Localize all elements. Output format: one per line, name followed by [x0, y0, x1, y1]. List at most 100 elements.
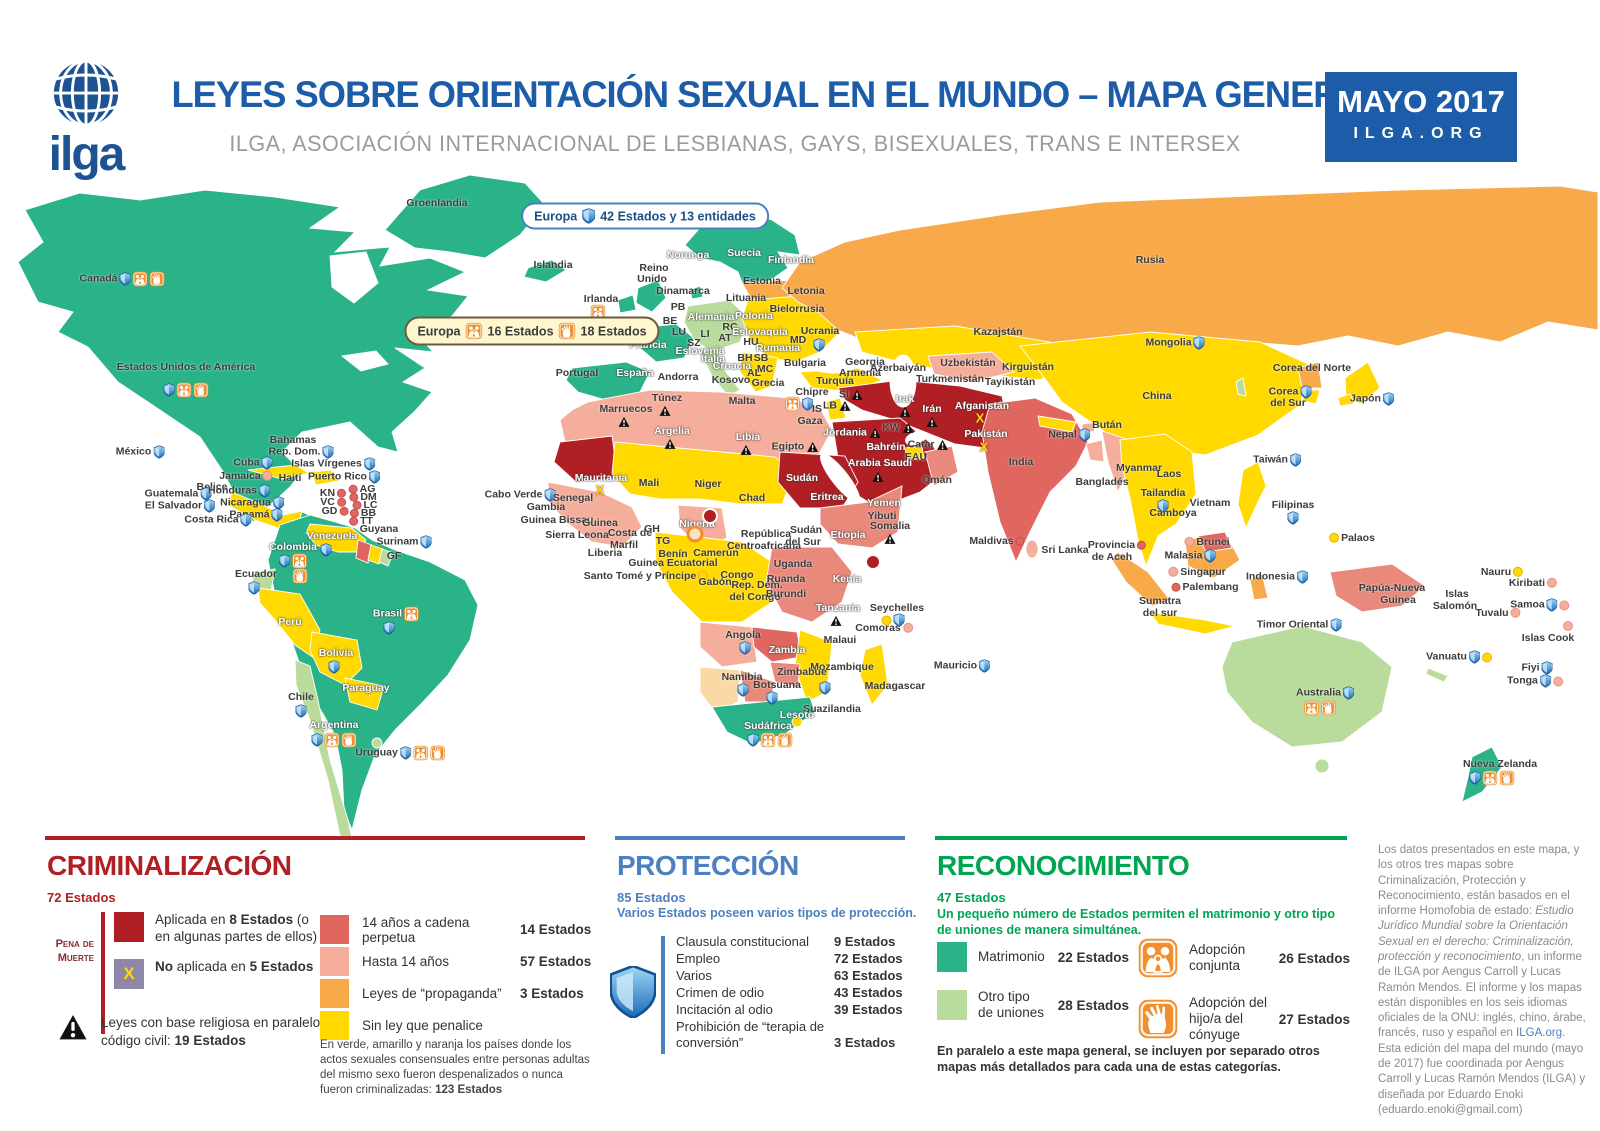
country-name: Chad — [738, 491, 766, 504]
country-name: Haití — [278, 471, 302, 484]
shield-icon — [979, 660, 990, 673]
map-label-ucrania: Ucrania — [801, 326, 840, 337]
family-icon — [761, 733, 776, 748]
region-central-asia — [854, 325, 1063, 381]
map-icon-group — [881, 614, 905, 627]
map-label-pakistán: Pakistán — [964, 429, 1007, 440]
map-label-rumania: Rumania — [756, 343, 800, 354]
country-name: Islas — [1445, 587, 1469, 600]
country-name: Túnez — [651, 391, 683, 404]
map-label-gd: GD — [322, 506, 349, 517]
legend-label: Aplicada en 8 Estados (o en algunas part… — [155, 912, 320, 946]
map-label-túnez: Túnez — [652, 393, 682, 404]
protection-label: Empleo — [676, 950, 721, 966]
text-segment: 8 Estados — [229, 912, 294, 927]
recognition-label: Otro tipo de uniones — [978, 989, 1045, 1021]
map-label-salomón: Salomón — [1433, 601, 1477, 612]
region-balkans-greece — [739, 351, 779, 393]
dy-dot-icon — [1329, 533, 1340, 543]
country-name: Japón — [1350, 392, 1381, 405]
map-label-camerún: Camerún — [693, 548, 739, 559]
region-uk — [635, 279, 667, 313]
country-name: Croacia — [712, 359, 752, 372]
map-label-jordania: Jordania — [823, 428, 881, 439]
country-name: Provincia — [1087, 538, 1136, 551]
protection-bar — [661, 936, 665, 1054]
shield-icon — [767, 692, 778, 705]
country-name: Uruguay — [355, 746, 398, 759]
dy-dot-icon — [881, 615, 892, 625]
map-label-colombia: Colombia — [269, 542, 317, 553]
map-icon-group — [664, 439, 676, 450]
country-name: Surinam — [376, 535, 419, 548]
country-name: Georgia — [845, 355, 885, 368]
region-mauritania — [553, 435, 619, 483]
map-icon-group — [748, 733, 793, 748]
shield-icon — [279, 555, 290, 568]
recognition-count: 22 Estados — [1057, 949, 1129, 965]
protection-label: Clausula constitucional — [676, 934, 809, 949]
shield-icon — [1288, 512, 1299, 525]
map-label-islas-vírgenes: Islas Vírgenes — [291, 458, 375, 471]
recognition-row: Matrimonio 22 Estados — [937, 942, 1129, 972]
country-name: Turkmenistán — [915, 372, 985, 385]
country-name: Belice — [196, 480, 228, 493]
shield-icon — [1343, 687, 1354, 700]
country-name: SB — [753, 351, 769, 364]
country-name: Lituania — [725, 291, 767, 304]
map-label-chipre: Chipre — [795, 387, 828, 398]
map-icon-group — [321, 544, 332, 557]
country-name: Sumatra — [1138, 594, 1182, 607]
protection-row: Empleo 72 Estados — [676, 951, 904, 967]
map-label-be: BE — [663, 316, 678, 327]
family-icon — [132, 272, 147, 287]
country-name: Guinea Ecuatorial — [628, 556, 718, 569]
country-name: Uzbekistán — [940, 356, 996, 369]
dr-dot-icon — [337, 488, 347, 498]
map-label-suecia: Suecia — [727, 248, 761, 259]
legend-row: Sin ley que penalice — [320, 1011, 592, 1040]
hand-icon — [293, 569, 308, 584]
country-name: Chipre — [795, 385, 829, 398]
shield-icon — [1470, 772, 1481, 785]
x-mark-icon: X — [979, 439, 989, 455]
map-label-yibuti: Yibuti — [868, 511, 897, 522]
map-label-tayikistán: Tayikistán — [985, 377, 1036, 388]
country-name: Centroafricana — [726, 539, 802, 552]
shield-icon — [1194, 337, 1205, 350]
country-name: India — [1008, 455, 1034, 468]
legend-swatch-orange — [320, 979, 349, 1008]
country-name: Polonia — [735, 309, 773, 322]
map-icon-group — [740, 642, 751, 655]
region-japan-south — [1337, 393, 1355, 407]
country-name: Seychelles — [869, 601, 925, 614]
map-label-croacia: Croacia — [713, 361, 752, 372]
hand-icon — [1500, 771, 1515, 786]
map-icon-group — [312, 733, 357, 748]
country-name: Senegal — [552, 491, 594, 504]
country-name: Palaos — [1341, 531, 1375, 544]
map-label-taiwán: Taiwán — [1253, 454, 1301, 467]
dp-dot-icon — [1552, 676, 1563, 686]
country-name: del Sur — [1270, 396, 1306, 409]
country-name: DM — [360, 490, 377, 503]
country-name: Papúa-Nueva — [1358, 581, 1426, 594]
recognition-row: Adopción conjunta 26 Estados — [1138, 938, 1350, 978]
country-name: Bután — [1092, 418, 1122, 431]
shield-icon — [272, 509, 283, 522]
country-name: Myanmar — [1115, 461, 1163, 474]
map-label-islas-cook: Islas Cook — [1522, 633, 1575, 644]
map-label-lb: LB — [823, 401, 851, 412]
europe-badge: Europa 16 Estados 18 Estados — [404, 316, 660, 346]
family-icon — [1304, 701, 1319, 716]
shield-icon — [400, 747, 411, 760]
region-guyana — [355, 539, 373, 564]
map-icon-group — [618, 417, 630, 428]
map-label-bulgaria: Bulgaria — [784, 358, 826, 369]
text-segment: No — [155, 958, 173, 974]
region-sri-lanka — [1025, 539, 1039, 559]
country-name: VC — [320, 495, 335, 508]
map-label-finlandia: Finlandia — [768, 255, 814, 266]
region-horn-of-africa — [819, 485, 903, 549]
country-name: Tayikistán — [984, 375, 1036, 388]
